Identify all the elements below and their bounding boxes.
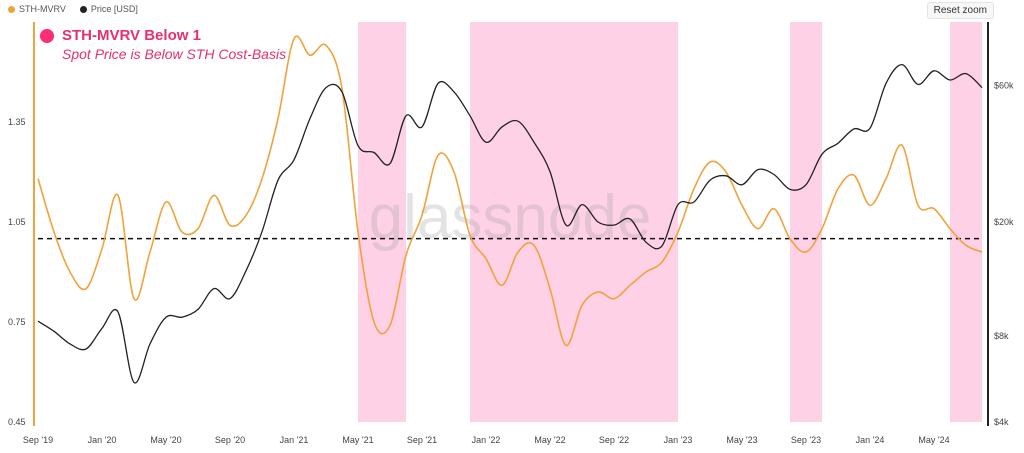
annotation-title: STH-MVRV Below 1 (62, 27, 201, 44)
legend-swatch-price (79, 5, 87, 13)
watermark: glassnode (369, 183, 652, 252)
x-tick-label: Sep '21 (407, 435, 437, 445)
y-left-tick-label: 0.45 (8, 417, 26, 427)
legend-item-sth-mvrv[interactable]: STH-MVRV (8, 4, 66, 14)
series-line-price (37, 63, 983, 384)
legend-label-sth-mvrv: STH-MVRV (19, 4, 66, 14)
x-tick-label: Jan '24 (856, 435, 885, 445)
x-tick-label: Sep '22 (599, 435, 629, 445)
x-tick-label: May '24 (918, 435, 949, 445)
shaded-region-1 (358, 22, 406, 422)
legend-item-price[interactable]: Price [USD] (79, 4, 138, 14)
x-tick-label: Sep '20 (215, 435, 245, 445)
right-axis-ticks: $4k $8k $20k $60k (994, 80, 1014, 427)
x-tick-label: Jan '22 (472, 435, 501, 445)
x-tick-label: May '23 (726, 435, 757, 445)
x-tick-label: Jan '23 (664, 435, 693, 445)
annotation-subtitle: Spot Price is Below STH Cost-Basis (62, 46, 287, 62)
annotation-box: STH-MVRV Below 1 Spot Price is Below STH… (40, 27, 286, 62)
series-line-sth-mvrv (37, 35, 983, 347)
shaded-region-3 (790, 22, 822, 422)
series-group (37, 35, 983, 384)
shaded-region-4 (950, 22, 982, 422)
y-right-tick-label: $4k (994, 417, 1009, 427)
legend: STH-MVRV Price [USD] (8, 4, 138, 14)
x-tick-label: May '22 (534, 435, 565, 445)
x-tick-label: May '20 (150, 435, 181, 445)
legend-label-price: Price [USD] (90, 4, 138, 14)
y-right-tick-label: $60k (994, 80, 1014, 90)
legend-swatch-sth-mvrv (8, 5, 15, 13)
x-tick-label: Jan '21 (280, 435, 309, 445)
x-axis-ticks: Sep '19 Jan '20 May '20 Sep '20 Jan '21 May '… (23, 435, 950, 445)
reset-zoom-button[interactable]: Reset zoom (926, 2, 994, 19)
y-left-tick-label: 1.35 (8, 117, 26, 127)
shaded-regions (358, 22, 982, 422)
x-tick-label: Jan '20 (88, 435, 117, 445)
y-right-tick-label: $20k (994, 217, 1014, 227)
annotation-dot-icon (40, 28, 54, 43)
x-tick-label: Sep '23 (791, 435, 821, 445)
left-axis-ticks: 0.45 0.75 1.05 1.35 (8, 117, 26, 427)
x-tick-label: Sep '19 (23, 435, 53, 445)
x-tick-label: May '21 (342, 435, 373, 445)
shaded-region-2 (470, 22, 678, 422)
y-right-tick-label: $8k (994, 331, 1009, 341)
y-left-tick-label: 0.75 (8, 317, 26, 327)
y-left-tick-label: 1.05 (8, 217, 26, 227)
annotation-title-row: STH-MVRV Below 1 (40, 27, 286, 44)
